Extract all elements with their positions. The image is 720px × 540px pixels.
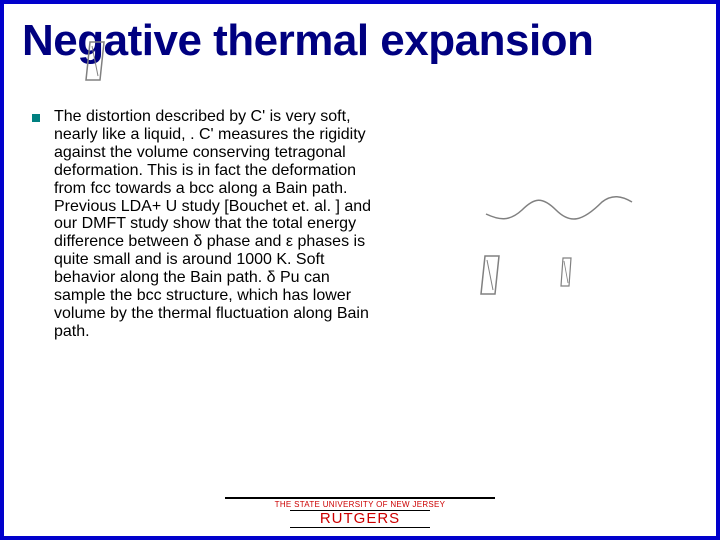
divider-line	[225, 497, 495, 499]
bullet-square-icon	[32, 114, 40, 122]
divider-line	[290, 527, 430, 528]
bullet-item: The distortion described by C' is very s…	[32, 108, 372, 341]
parallelogram-icon	[479, 254, 501, 296]
parallelogram-icon	[559, 256, 573, 288]
wavy-line-icon	[484, 192, 634, 237]
body-text: The distortion described by C' is very s…	[54, 108, 372, 341]
footer-subtitle: THE STATE UNIVERSITY OF NEW JERSEY	[210, 500, 510, 509]
footer: THE STATE UNIVERSITY OF NEW JERSEY RUTGE…	[210, 497, 510, 528]
footer-title: RUTGERS	[210, 510, 510, 527]
content-block: The distortion described by C' is very s…	[32, 108, 372, 341]
slide-title: Negative thermal expansion	[4, 4, 716, 66]
